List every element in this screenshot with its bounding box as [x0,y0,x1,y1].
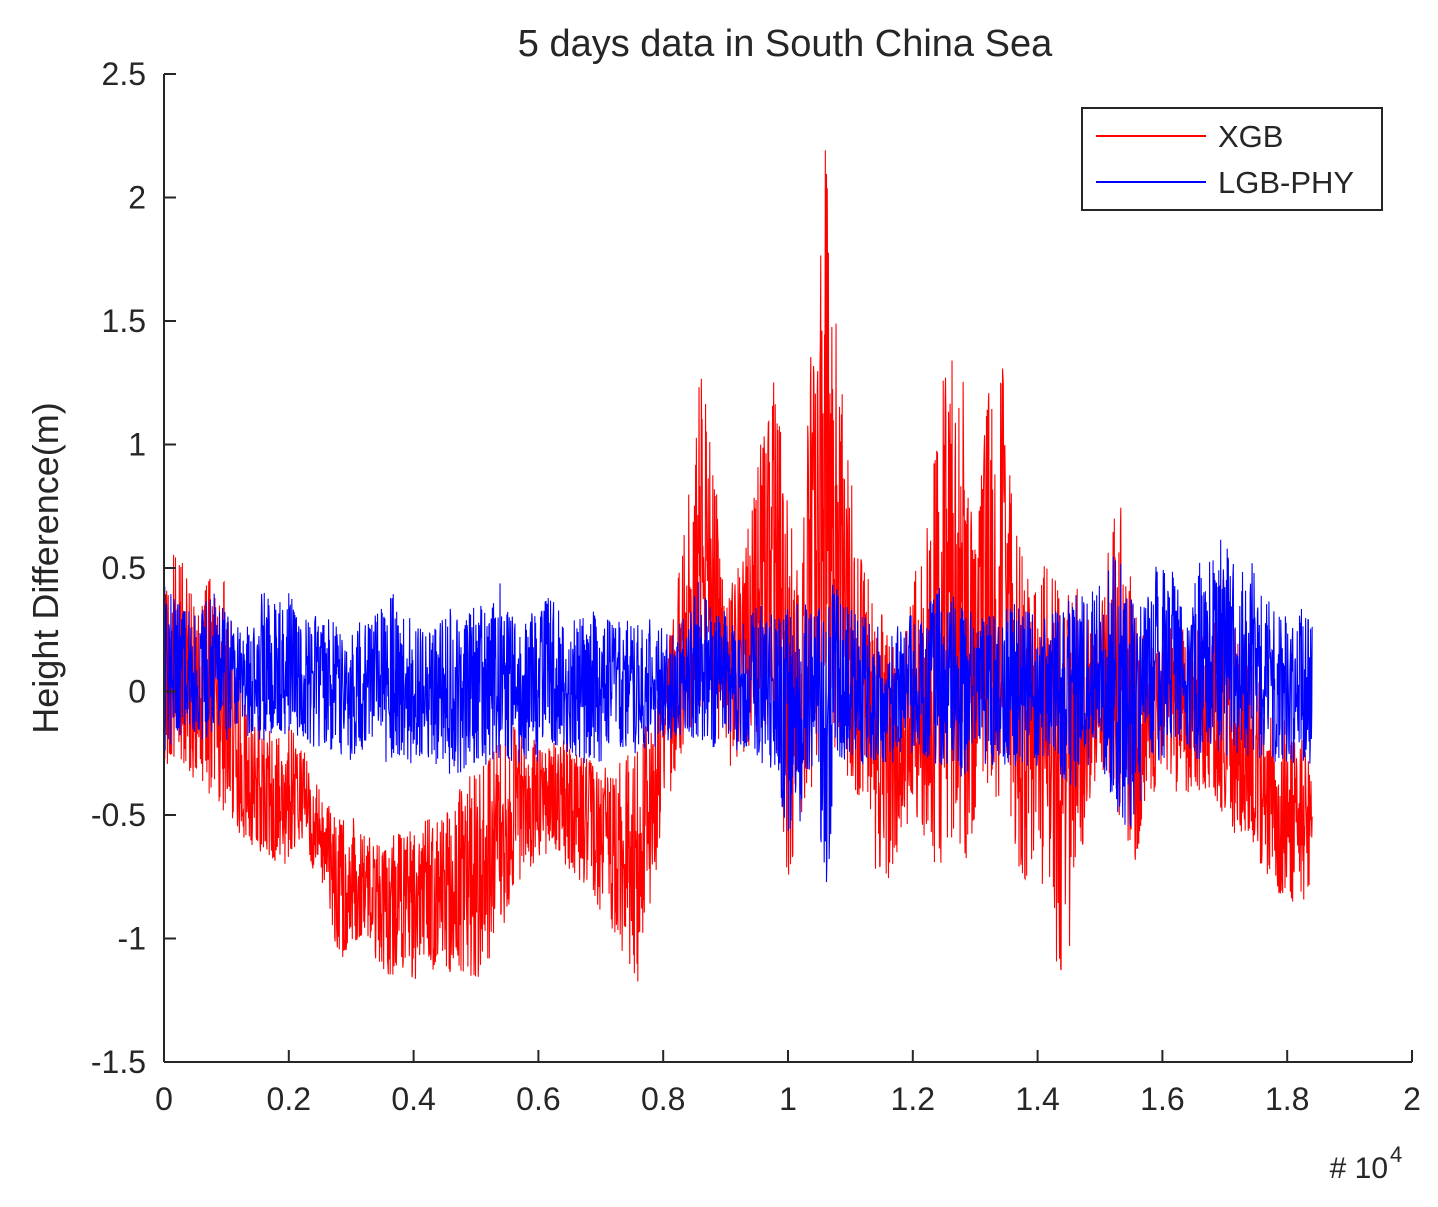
y-tick-label: -0.5 [91,797,146,833]
series-layer [163,150,1313,982]
axes-layer: 0 0.2 0.4 0.6 0.8 1 1.2 1.4 1.6 1.8 2 -1.5 -1 -0.5 0 0.… [91,56,1421,1117]
legend-box [1081,107,1383,211]
y-tick-label: -1.5 [91,1044,146,1080]
y-axis-label: Height Difference(m) [25,402,66,733]
x-tick-label: 1.4 [1015,1081,1059,1117]
y-tick-label: 0 [128,674,146,710]
x-axis-exponent-label: # 10 4 [1330,1142,1403,1185]
x-tick-label: 0 [155,1081,173,1117]
x-tick-label: 1.8 [1265,1081,1309,1117]
x-tick-label: 1.2 [891,1081,935,1117]
legend-label: LGB-PHY [1218,165,1354,200]
y-tick-label: 0.5 [102,550,146,586]
x-tick-label: 0.4 [391,1081,435,1117]
y-tick-label: 2 [128,180,146,216]
x-tick-label: 0.2 [267,1081,311,1117]
chart-title: 5 days data in South China Sea [518,23,1053,65]
legend: XGB LGB-PHY [1081,107,1383,211]
x-axis-exponent-base: # 10 [1330,1152,1388,1185]
x-tick-label: 1 [779,1081,797,1117]
y-tick-label: 2.5 [102,56,146,92]
y-tick-label: 1 [128,427,146,463]
y-tick-label: 1.5 [102,303,146,339]
y-tick-label: -1 [118,921,146,957]
legend-label: XGB [1218,119,1283,154]
x-tick-label: 0.6 [516,1081,560,1117]
x-tick-label: 0.8 [641,1081,685,1117]
x-tick-label: 1.6 [1140,1081,1184,1117]
series-line-xgb [163,150,1313,982]
series-line-lgb-phy [163,539,1313,883]
x-axis-exponent-power: 4 [1390,1142,1402,1167]
x-tick-label: 2 [1403,1081,1421,1117]
